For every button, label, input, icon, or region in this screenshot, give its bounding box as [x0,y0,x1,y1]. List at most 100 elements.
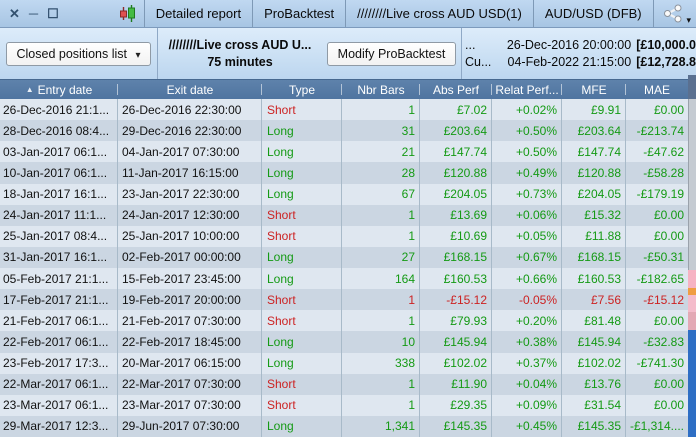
cell-entry-date: 25-Jan-2017 08:4... [0,225,118,247]
cell-nbr-bars: 1 [342,310,420,332]
cell-mae: -£32.83 [643,334,684,349]
cell-mae: £0.00 [653,377,684,392]
cell-mfe: £102.02 [562,352,626,374]
capital-datetime: 04-Feb-2022 21:15:00 [507,54,632,69]
position-row[interactable]: 18-Jan-2017 16:1... 23-Jan-2017 22:30:00… [0,183,688,205]
position-row[interactable]: 31-Jan-2017 16:1... 02-Feb-2017 00:00:00… [0,246,688,268]
cell-nbr-bars: 21 [342,141,420,163]
cell-relat-perf: +0.20% [492,310,562,332]
cell-type: Short [262,310,342,332]
cell-type: Long [262,331,342,353]
cell-nbr-bars: 1 [342,225,420,247]
tab-probacktest[interactable]: ProBacktest [252,0,345,27]
position-row[interactable]: 26-Dec-2016 21:1... 26-Dec-2016 22:30:00… [0,99,688,121]
cell-abs-perf: £147.74 [420,141,492,163]
cell-abs-perf: £203.64 [420,120,492,142]
cell-mfe: £13.76 [562,373,626,395]
cell-entry-date: 10-Jan-2017 06:1... [0,162,118,184]
cell-type: Short [262,99,342,121]
tab-live-cross-aud-usd[interactable]: ////////Live cross AUD USD(1) [345,0,533,27]
position-row[interactable]: 10-Jan-2017 06:1... 11-Jan-2017 16:15:00… [0,162,688,184]
cell-relat-perf: +0.50% [492,141,562,163]
background-window-sliver [688,75,696,437]
cell-mae: -£1,314.... [629,419,684,434]
position-row[interactable]: 17-Feb-2017 21:1... 19-Feb-2017 20:00:00… [0,289,688,311]
cell-type: Short [262,394,342,416]
capital-label: Cu... [465,54,492,69]
positions-table: ▲ Entry date Exit date Type Nbr Bars Abs… [0,79,688,437]
position-row[interactable]: 24-Jan-2017 11:1... 24-Jan-2017 12:30:00… [0,204,688,226]
column-header-type[interactable]: Type [262,80,342,99]
position-row[interactable]: 25-Jan-2017 08:4... 25-Jan-2017 10:00:00… [0,225,688,247]
cell-exit-date: 24-Jan-2017 12:30:00 [118,204,262,226]
column-header-relat-perf[interactable]: Relat Perf... [492,80,562,99]
cell-abs-perf: £204.05 [420,183,492,205]
cell-entry-date: 31-Jan-2017 16:1... [0,246,118,268]
cell-mae: £0.00 [653,313,684,328]
column-header-mfe[interactable]: MFE [562,80,626,99]
cell-type: Long [262,268,342,290]
column-header-nbr-bars[interactable]: Nbr Bars [342,80,420,99]
column-header-exit-date[interactable]: Exit date [118,80,262,99]
cell-abs-perf: -£15.12 [420,289,492,311]
share-icon[interactable]: ▾ [662,0,691,27]
strategy-timeframe: 75 minutes [207,54,273,69]
position-row[interactable]: 22-Mar-2017 06:1... 22-Mar-2017 07:30:00… [0,373,688,395]
maximize-icon[interactable]: ☐ [47,6,59,21]
cell-nbr-bars: 1,341 [342,415,420,437]
cell-mae: -£58.28 [643,165,684,180]
modify-probacktest-button[interactable]: Modify ProBacktest [326,41,457,66]
cell-nbr-bars: 1 [342,394,420,416]
dropdown-label: Closed positions list [16,46,127,61]
cell-entry-date: 22-Mar-2017 06:1... [0,373,118,395]
cell-entry-date: 29-Mar-2017 12:3... [0,415,118,437]
closed-positions-list-dropdown[interactable]: Closed positions list ▾ [5,41,152,66]
position-row[interactable]: 23-Feb-2017 17:3... 20-Mar-2017 06:15:00… [0,352,688,374]
cell-mae: -£213.74 [636,123,684,138]
cell-abs-perf: £79.93 [420,310,492,332]
close-icon[interactable]: ✕ [9,6,20,21]
cell-nbr-bars: 1 [342,289,420,311]
cell-exit-date: 22-Mar-2017 07:30:00 [118,373,262,395]
cell-type: Long [262,415,342,437]
column-header-mae[interactable]: MAE [643,82,670,97]
cell-exit-date: 04-Jan-2017 07:30:00 [118,141,262,163]
table-header: ▲ Entry date Exit date Type Nbr Bars Abs… [0,79,688,99]
tab-aud-usd-dfb[interactable]: AUD/USD (DFB) [532,0,654,27]
column-header-entry-date[interactable]: ▲ Entry date [0,80,118,99]
cell-exit-date: 19-Feb-2017 20:00:00 [118,289,262,311]
column-label: Entry date [37,82,93,97]
cell-nbr-bars: 31 [342,120,420,142]
position-row[interactable]: 28-Dec-2016 08:4... 29-Dec-2016 22:30:00… [0,120,688,142]
cell-entry-date: 17-Feb-2017 21:1... [0,289,118,311]
cell-relat-perf: +0.50% [492,120,562,142]
toolbar-divider [157,28,158,79]
cell-mfe: £31.54 [562,394,626,416]
minimize-icon[interactable]: ─ [28,6,39,21]
position-row[interactable]: 21-Feb-2017 06:1... 21-Feb-2017 07:30:00… [0,310,688,332]
cell-nbr-bars: 164 [342,268,420,290]
cell-entry-date: 23-Mar-2017 06:1... [0,394,118,416]
cell-mae: £0.00 [653,398,684,413]
cell-relat-perf: +0.06% [492,204,562,226]
cell-exit-date: 02-Feb-2017 00:00:00 [118,246,262,268]
cell-type: Long [262,120,342,142]
cell-relat-perf: +0.04% [492,373,562,395]
position-row[interactable]: 22-Feb-2017 06:1... 22-Feb-2017 18:45:00… [0,331,688,353]
cell-mae: £0.00 [653,208,684,223]
position-row[interactable]: 05-Feb-2017 21:1... 15-Feb-2017 23:45:00… [0,268,688,290]
cell-mfe: £145.35 [562,415,626,437]
cell-relat-perf: +0.73% [492,183,562,205]
tab-detailed-report[interactable]: Detailed report [143,0,252,27]
column-header-abs-perf[interactable]: Abs Perf [420,80,492,99]
cell-nbr-bars: 27 [342,246,420,268]
cell-exit-date: 20-Mar-2017 06:15:00 [118,352,262,374]
cell-relat-perf: +0.09% [492,394,562,416]
cell-exit-date: 21-Feb-2017 07:30:00 [118,310,262,332]
position-row[interactable]: 03-Jan-2017 06:1... 04-Jan-2017 07:30:00… [0,141,688,163]
toolbar: Closed positions list ▾ ////////Live cro… [0,28,696,79]
cell-mae: -£179.19 [636,187,684,202]
position-row[interactable]: 23-Mar-2017 06:1... 23-Mar-2017 07:30:00… [0,394,688,416]
cell-entry-date: 23-Feb-2017 17:3... [0,352,118,374]
position-row[interactable]: 29-Mar-2017 12:3... 29-Jun-2017 07:30:00… [0,415,688,437]
